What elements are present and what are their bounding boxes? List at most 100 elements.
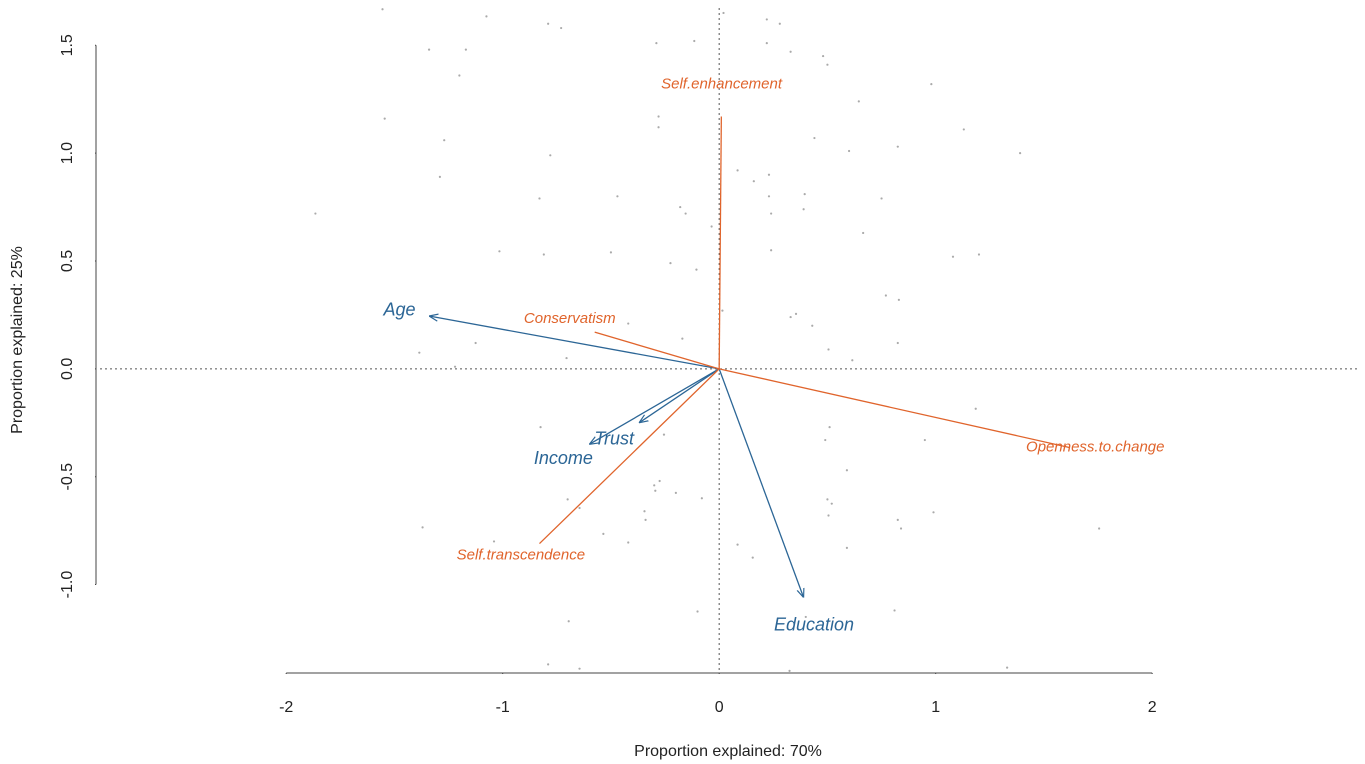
vector-label: Self.transcendence (457, 547, 585, 564)
vector-line (718, 116, 722, 369)
point (811, 324, 814, 327)
arrow (718, 368, 803, 598)
point (803, 193, 806, 196)
point (752, 180, 755, 183)
point (578, 506, 581, 510)
point (813, 136, 816, 140)
point (765, 18, 768, 21)
point (539, 425, 542, 429)
point (923, 438, 926, 442)
point (930, 83, 933, 86)
arrow (589, 368, 720, 444)
y-axis-label: Proportion explained: 25% (9, 246, 26, 434)
point (567, 620, 570, 623)
x-tick-label: 2 (1148, 699, 1157, 716)
point (684, 212, 687, 215)
point (802, 208, 805, 211)
point (804, 615, 807, 619)
point (669, 262, 672, 265)
vector-line (719, 368, 1071, 449)
point (974, 407, 977, 410)
point (789, 50, 792, 53)
arrow (429, 316, 720, 370)
vector-label: Education (774, 614, 854, 634)
y-tick-label: -1.0 (59, 571, 76, 599)
point (453, 365, 457, 368)
point (474, 341, 477, 345)
point (538, 197, 541, 200)
point (951, 255, 955, 258)
point (710, 225, 713, 228)
point (851, 359, 854, 362)
point (899, 527, 903, 530)
point (383, 117, 386, 120)
point (657, 126, 660, 129)
y-tick-label: 1.5 (59, 34, 76, 56)
point (547, 663, 550, 666)
vector-label: Age (383, 299, 416, 319)
point (547, 22, 550, 25)
point (828, 425, 831, 429)
vector-line (539, 368, 720, 545)
point (897, 298, 900, 301)
point (827, 348, 830, 351)
point (896, 145, 899, 148)
point (962, 128, 965, 131)
point (627, 322, 630, 325)
point (932, 511, 935, 514)
point (721, 309, 724, 312)
point (421, 526, 424, 529)
point (896, 518, 899, 521)
point (643, 510, 646, 513)
point (765, 42, 768, 45)
point (767, 173, 771, 176)
point (847, 149, 851, 153)
point (498, 250, 501, 253)
point (977, 253, 981, 256)
point (821, 54, 825, 58)
point (770, 212, 773, 215)
point (485, 15, 488, 18)
point (826, 498, 829, 501)
point (826, 63, 829, 66)
point (695, 268, 698, 271)
point (845, 546, 849, 549)
point (736, 543, 739, 546)
point (662, 433, 666, 436)
point (381, 8, 384, 11)
point (767, 195, 771, 198)
y-tick-label: 0.5 (59, 250, 76, 272)
point (693, 39, 696, 43)
point (560, 26, 563, 30)
vector-line (594, 331, 720, 370)
y-tick-label: 0.0 (59, 358, 76, 380)
x-tick-label: 1 (931, 699, 940, 716)
point (1019, 152, 1022, 155)
point (827, 514, 830, 517)
point (602, 532, 605, 535)
point (578, 667, 581, 670)
point (458, 74, 461, 77)
x-tick-label: -2 (279, 699, 293, 716)
point (700, 497, 703, 500)
point (681, 337, 684, 340)
point (627, 541, 630, 544)
point (549, 154, 552, 157)
point (679, 205, 682, 209)
point (794, 312, 798, 315)
x-tick-label: -1 (496, 699, 510, 716)
point (542, 253, 545, 256)
point (1006, 666, 1009, 669)
point (427, 48, 431, 51)
point (674, 491, 677, 494)
point (857, 100, 860, 103)
point (896, 341, 899, 345)
point (566, 498, 569, 501)
point (443, 139, 446, 142)
point (893, 609, 896, 612)
point (314, 212, 317, 215)
point (880, 197, 883, 200)
point (492, 540, 496, 543)
